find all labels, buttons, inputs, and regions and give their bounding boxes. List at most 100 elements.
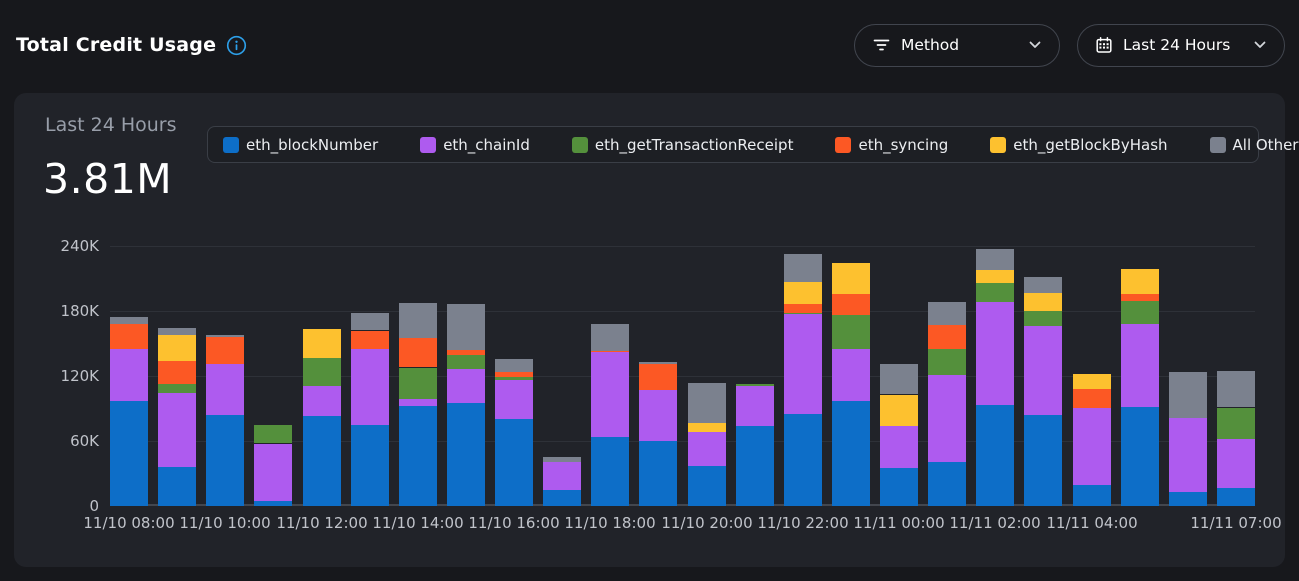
bar-segment-eth_syncing[interactable] xyxy=(351,331,389,349)
bar-segment-eth_chainId[interactable] xyxy=(1169,418,1207,492)
bar-segment-eth_getTransactionReceipt[interactable] xyxy=(928,349,966,375)
bar-segment-eth_chainId[interactable] xyxy=(1121,324,1159,407)
bar-segment-eth_syncing[interactable] xyxy=(591,351,629,352)
bar-11/11 07:00[interactable] xyxy=(1217,371,1255,506)
bar-segment-eth_syncing[interactable] xyxy=(206,337,244,364)
bar-segment-eth_getTransactionReceipt[interactable] xyxy=(784,313,822,314)
bar-segment-eth_getBlockByHash[interactable] xyxy=(158,335,196,361)
bar-11/10 16:00[interactable] xyxy=(495,359,533,506)
bar-11/11 02:00[interactable] xyxy=(976,249,1014,506)
bar-segment-eth_chainId[interactable] xyxy=(447,369,485,403)
bar-segment-eth_blockNumber[interactable] xyxy=(591,437,629,506)
bar-segment-eth_getTransactionReceipt[interactable] xyxy=(1121,301,1159,324)
bar-segment-eth_syncing[interactable] xyxy=(1121,293,1159,301)
bar-11/10 09:00[interactable] xyxy=(158,328,196,506)
bar-segment-eth_getBlockByHash[interactable] xyxy=(1024,293,1062,311)
bar-11/10 21:00[interactable] xyxy=(736,384,774,506)
bar-segment-eth_getTransactionReceipt[interactable] xyxy=(447,355,485,369)
bar-segment-eth_getBlockByHash[interactable] xyxy=(784,281,822,304)
bar-segment-All Other[interactable] xyxy=(399,303,437,338)
bar-11/10 20:00[interactable] xyxy=(688,383,726,506)
bar-segment-eth_chainId[interactable] xyxy=(880,426,918,468)
bar-segment-eth_getTransactionReceipt[interactable] xyxy=(736,384,774,386)
bar-segment-eth_chainId[interactable] xyxy=(1024,326,1062,415)
bar-segment-eth_blockNumber[interactable] xyxy=(1217,488,1255,506)
bar-segment-All Other[interactable] xyxy=(928,302,966,325)
bar-segment-eth_chainId[interactable] xyxy=(254,444,292,501)
bar-segment-eth_getTransactionReceipt[interactable] xyxy=(399,368,437,399)
bar-segment-eth_blockNumber[interactable] xyxy=(1024,415,1062,506)
bar-segment-eth_getTransactionReceipt[interactable] xyxy=(495,377,533,380)
bar-segment-eth_chainId[interactable] xyxy=(688,432,726,466)
bar-11/10 15:00[interactable] xyxy=(447,304,485,506)
bar-segment-eth_blockNumber[interactable] xyxy=(1073,485,1111,506)
bar-segment-eth_blockNumber[interactable] xyxy=(495,419,533,506)
bar-11/11 04:00[interactable] xyxy=(1073,374,1111,506)
bar-segment-eth_blockNumber[interactable] xyxy=(639,441,677,506)
bar-segment-eth_syncing[interactable] xyxy=(639,364,677,390)
bar-segment-eth_chainId[interactable] xyxy=(399,398,437,406)
bar-segment-eth_getTransactionReceipt[interactable] xyxy=(832,315,870,349)
bar-segment-eth_getTransactionReceipt[interactable] xyxy=(303,358,341,386)
bar-segment-eth_blockNumber[interactable] xyxy=(736,426,774,506)
bar-segment-All Other[interactable] xyxy=(688,383,726,423)
bar-segment-All Other[interactable] xyxy=(158,328,196,335)
bar-segment-eth_blockNumber[interactable] xyxy=(784,414,822,506)
bar-11/11 06:00[interactable] xyxy=(1169,372,1207,506)
bar-segment-All Other[interactable] xyxy=(1217,371,1255,407)
date-range-dropdown[interactable]: Last 24 Hours xyxy=(1077,23,1285,67)
bar-segment-eth_chainId[interactable] xyxy=(543,462,581,490)
bar-segment-eth_blockNumber[interactable] xyxy=(110,401,148,506)
bar-segment-eth_getTransactionReceipt[interactable] xyxy=(1217,408,1255,439)
legend-item-eth_getBlockByHash[interactable]: eth_getBlockByHash xyxy=(990,136,1168,154)
bar-11/10 13:00[interactable] xyxy=(351,313,389,506)
bar-segment-All Other[interactable] xyxy=(976,249,1014,270)
bar-11/11 01:00[interactable] xyxy=(928,302,966,506)
bar-segment-eth_blockNumber[interactable] xyxy=(976,405,1014,506)
bar-segment-eth_syncing[interactable] xyxy=(110,324,148,349)
bar-segment-eth_chainId[interactable] xyxy=(784,314,822,414)
bar-segment-eth_getBlockByHash[interactable] xyxy=(688,422,726,432)
bar-segment-All Other[interactable] xyxy=(543,457,581,462)
bar-segment-eth_getTransactionReceipt[interactable] xyxy=(254,425,292,443)
bar-segment-eth_getBlockByHash[interactable] xyxy=(832,263,870,294)
bar-segment-All Other[interactable] xyxy=(351,313,389,330)
bar-segment-eth_blockNumber[interactable] xyxy=(928,462,966,506)
bar-segment-eth_getBlockByHash[interactable] xyxy=(303,329,341,358)
legend-item-eth_getTransactionReceipt[interactable]: eth_getTransactionReceipt xyxy=(571,136,793,154)
bar-11/10 08:00[interactable] xyxy=(110,317,148,506)
bar-segment-eth_getBlockByHash[interactable] xyxy=(1073,374,1111,389)
bar-segment-All Other[interactable] xyxy=(591,324,629,351)
bar-segment-eth_blockNumber[interactable] xyxy=(832,401,870,506)
bar-11/10 19:00[interactable] xyxy=(639,362,677,506)
bar-segment-All Other[interactable] xyxy=(495,359,533,372)
bar-segment-eth_chainId[interactable] xyxy=(639,390,677,441)
bar-segment-All Other[interactable] xyxy=(880,364,918,394)
bar-11/10 18:00[interactable] xyxy=(591,324,629,506)
bar-segment-eth_blockNumber[interactable] xyxy=(206,415,244,506)
bar-11/10 23:00[interactable] xyxy=(832,262,870,506)
bar-segment-eth_syncing[interactable] xyxy=(447,350,485,355)
bar-segment-eth_syncing[interactable] xyxy=(832,293,870,315)
bar-segment-eth_syncing[interactable] xyxy=(399,338,437,367)
bar-11/10 12:00[interactable] xyxy=(303,328,341,506)
legend-item-eth_syncing[interactable]: eth_syncing xyxy=(835,136,948,154)
bar-segment-eth_chainId[interactable] xyxy=(976,302,1014,405)
bar-11/10 10:00[interactable] xyxy=(206,335,244,506)
bar-segment-All Other[interactable] xyxy=(206,335,244,337)
bar-11/11 05:00[interactable] xyxy=(1121,269,1159,506)
bar-segment-eth_chainId[interactable] xyxy=(928,375,966,462)
bar-segment-eth_chainId[interactable] xyxy=(303,386,341,416)
bar-segment-eth_syncing[interactable] xyxy=(784,304,822,313)
bar-11/10 11:00[interactable] xyxy=(254,425,292,506)
bar-segment-eth_getTransactionReceipt[interactable] xyxy=(158,383,196,393)
bar-segment-eth_blockNumber[interactable] xyxy=(880,468,918,506)
legend-item-All Other[interactable]: All Other xyxy=(1209,136,1298,154)
bar-11/10 14:00[interactable] xyxy=(399,303,437,506)
bar-segment-eth_chainId[interactable] xyxy=(351,349,389,425)
bar-segment-eth_syncing[interactable] xyxy=(495,372,533,377)
bar-segment-eth_getBlockByHash[interactable] xyxy=(976,270,1014,283)
bar-segment-eth_blockNumber[interactable] xyxy=(543,490,581,506)
legend-item-eth_chainId[interactable]: eth_chainId xyxy=(420,136,530,154)
bar-segment-All Other[interactable] xyxy=(1169,372,1207,418)
